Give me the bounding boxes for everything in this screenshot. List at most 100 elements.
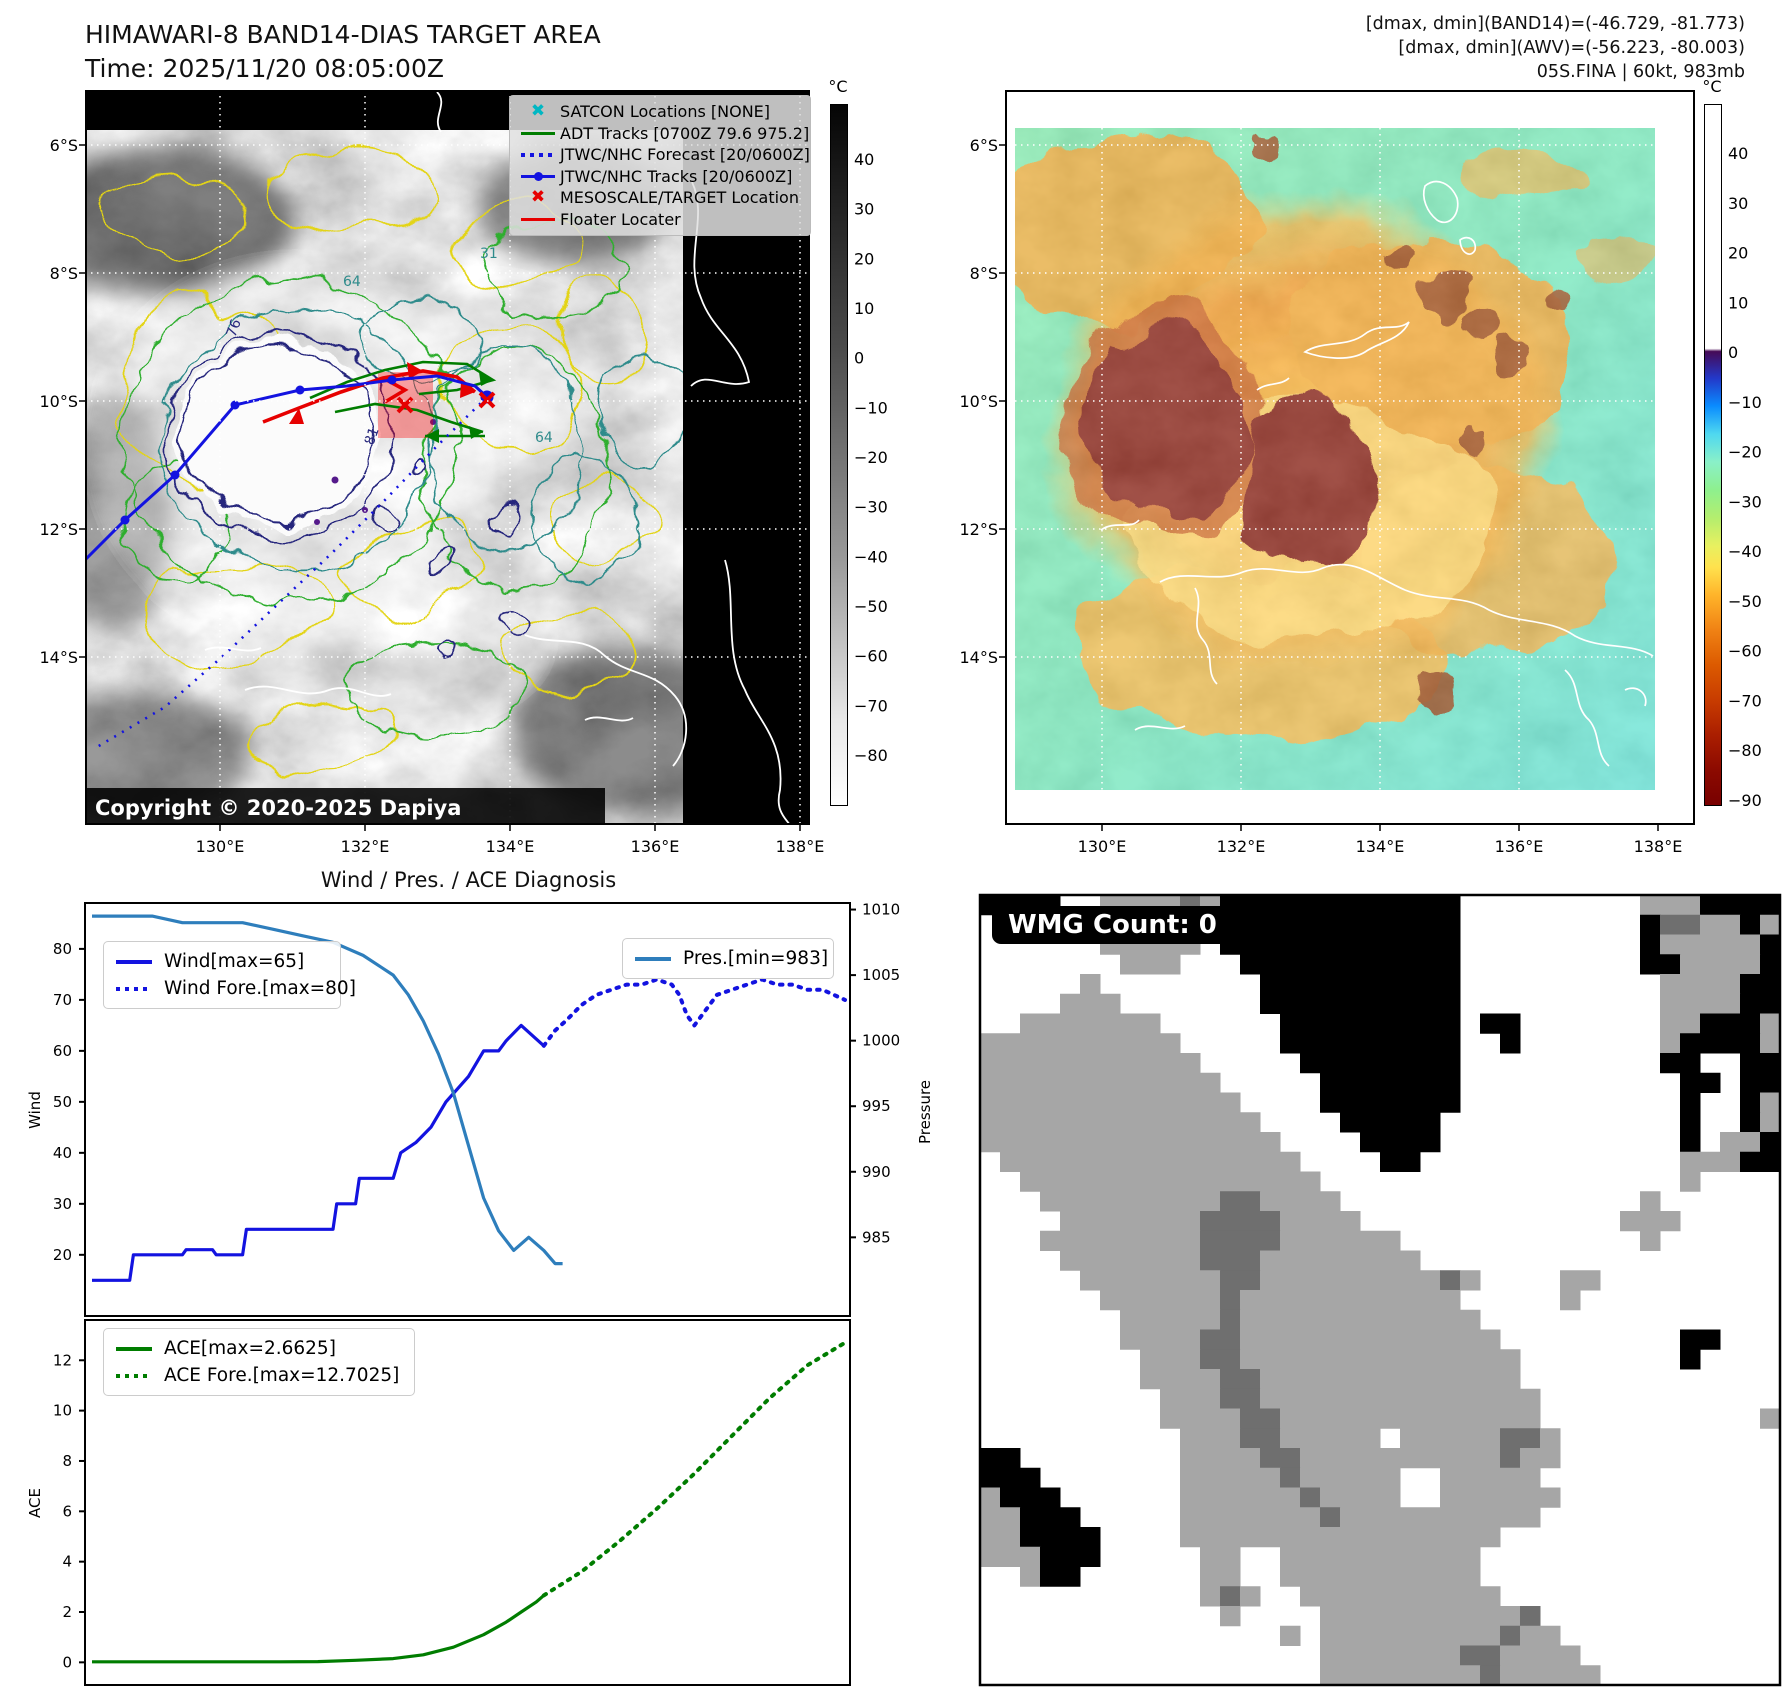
colorbar1-unit: °C — [828, 77, 847, 96]
map1-x-tick: 138°E — [776, 837, 825, 856]
wmg-cell — [1220, 1586, 1241, 1607]
colorbar2-tick: −20 — [1728, 443, 1762, 462]
pressure-axis-label: Pressure — [916, 1080, 934, 1144]
wmg-cell — [1500, 1428, 1541, 1449]
blue-line-icon — [116, 959, 164, 964]
colorbar2-unit: °C — [1702, 77, 1721, 96]
contour-label: 64 — [535, 430, 553, 446]
wmg-cell — [1020, 1171, 1321, 1192]
ace-tick: 8 — [62, 1452, 72, 1470]
wmg-cell — [980, 1112, 1261, 1133]
storm-id-intensity: 05S.FINA | 60kt, 983mb — [1536, 62, 1745, 82]
map-legend: ✖ SATCON Locations [NONE] ADT Tracks [07… — [509, 95, 811, 236]
wmg-cell — [1740, 1151, 1781, 1172]
legend-label: JTWC/NHC Forecast [20/0600Z] — [560, 145, 810, 165]
wmg-cell — [980, 1072, 1221, 1093]
wmg-cell — [1300, 1586, 1501, 1607]
wmg-cell — [1320, 1487, 1401, 1508]
colorbar1-tick: −10 — [854, 398, 888, 417]
wmg-cell — [980, 1132, 1281, 1153]
colorbar1-tick: 10 — [854, 299, 874, 318]
colorbar1-tick: −80 — [854, 746, 888, 765]
wmg-cell — [1000, 1487, 1061, 1508]
awv-map — [1005, 90, 1695, 825]
wmg-cell — [1760, 1033, 1781, 1054]
page-title: HIMAWARI-8 BAND14-DIAS TARGET AREA Time:… — [85, 18, 601, 86]
wmg-cell — [1660, 1013, 1701, 1034]
wmg-cell — [1660, 934, 1761, 955]
wmg-cell — [1260, 974, 1461, 995]
wmg-cell — [1760, 1408, 1781, 1429]
wmg-cell — [1320, 1072, 1461, 1093]
dmax-dmin-band14: [dmax, dmin](BAND14)=(-46.729, -81.773) — [1365, 14, 1745, 34]
ace-tick: 12 — [53, 1351, 72, 1369]
map2-x-tick: 130°E — [1078, 837, 1127, 856]
wmg-cell — [1220, 1606, 1241, 1627]
wmg-cell — [1260, 993, 1461, 1014]
colorbar1-tick: −50 — [854, 597, 888, 616]
wmg-cell — [1440, 1270, 1461, 1291]
colorbar2-tick: 40 — [1728, 144, 1748, 163]
legend-label: JTWC/NHC Tracks [20/0600Z] — [560, 166, 793, 186]
pressure-obs-line — [92, 914, 563, 1266]
ace-axis-label: ACE — [26, 1488, 44, 1518]
wmg-cell — [1180, 1487, 1301, 1508]
wmg-cell — [1020, 1507, 1081, 1528]
wmg-cell — [1760, 914, 1781, 935]
jtwc-track-points — [120, 375, 494, 525]
wmg-cell — [980, 1092, 1241, 1113]
legend-item-floater: Floater Locater — [516, 209, 802, 231]
green-line-icon — [516, 131, 560, 135]
wmg-cell — [1180, 1507, 1321, 1528]
wind-obs-line — [92, 1023, 545, 1282]
green-dotted-line-icon — [116, 1373, 164, 1378]
legend-item-forecast: JTWC/NHC Forecast [20/0600Z] — [516, 144, 810, 166]
wmg-cell — [1560, 1270, 1601, 1291]
wmg-cell — [1300, 1053, 1461, 1074]
wmg-cell — [1260, 1250, 1421, 1271]
awv-colorbar — [1704, 104, 1722, 806]
blue-dotted-line-icon — [116, 986, 164, 991]
wind-tick: 70 — [53, 991, 72, 1009]
wmg-cell — [1080, 974, 1101, 995]
wmg-cell — [1660, 974, 1741, 995]
title-line1: HIMAWARI-8 BAND14-DIAS TARGET AREA — [85, 20, 601, 49]
wmg-cell — [1200, 1546, 1241, 1567]
wmg-cell — [1320, 1092, 1461, 1113]
contour-label: 76 — [224, 317, 245, 339]
diagnosis-title: Wind / Pres. / ACE Diagnosis — [320, 868, 617, 892]
wmg-cell — [1280, 1408, 1541, 1429]
wmg-cell — [1220, 1270, 1261, 1291]
wmg-cell — [1200, 1566, 1241, 1587]
colorbar1-tick: −20 — [854, 448, 888, 467]
wmg-cell — [1700, 1013, 1761, 1034]
wmg-cell — [1680, 1033, 1761, 1054]
wmg-cell — [1480, 1013, 1521, 1034]
wmg-cell — [1280, 1546, 1481, 1567]
wmg-cell — [1480, 1665, 1501, 1686]
wmg-cell — [1340, 1112, 1441, 1133]
map1-y-tick: 6°S — [50, 136, 78, 155]
red-line-icon — [516, 217, 560, 221]
title-line2: Time: 2025/11/20 08:05:00Z — [85, 54, 444, 83]
wmg-cell — [1200, 1586, 1221, 1607]
wmg-cell — [1700, 895, 1781, 916]
colorbar2-tick: −50 — [1728, 592, 1762, 611]
wmg-cell — [1740, 1092, 1761, 1113]
band14-colorbar — [830, 104, 848, 806]
wmg-cell — [1660, 1053, 1701, 1074]
wmg-cell — [1220, 1309, 1241, 1330]
contour-labels: 64 64 31 81 76 — [224, 246, 553, 447]
wmg-cell — [980, 1033, 1181, 1054]
wmg-cell — [1740, 993, 1781, 1014]
wmg-cell — [1020, 1527, 1101, 1548]
wmg-cell — [1260, 1369, 1521, 1390]
wmg-cell — [1720, 1132, 1761, 1153]
wmg-cell — [1640, 895, 1701, 916]
wmg-cell — [1220, 895, 1461, 916]
wmg-cell — [1240, 1309, 1481, 1330]
colorbar1-tick: 20 — [854, 249, 874, 268]
wmg-cell — [1240, 1408, 1281, 1429]
wmg-cell — [1200, 1349, 1241, 1370]
contour-label: 81 — [362, 425, 383, 447]
